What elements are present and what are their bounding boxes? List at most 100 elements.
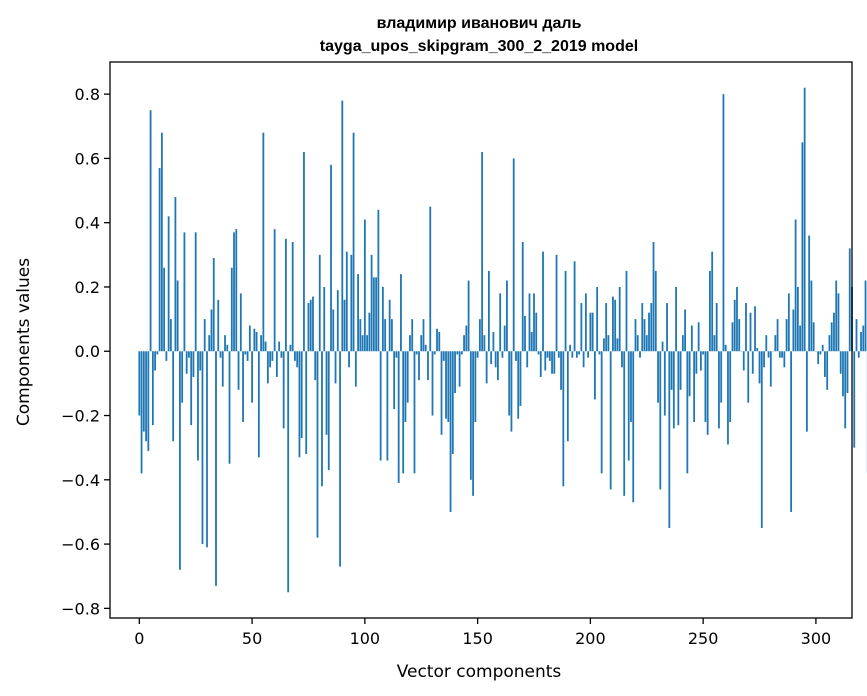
bar-21 [185, 351, 188, 374]
bar-114 [395, 351, 398, 358]
bar-88 [336, 290, 339, 352]
bar-116 [400, 274, 402, 352]
bar-222 [639, 351, 641, 358]
bar-189 [564, 270, 567, 352]
bar-321 [862, 325, 865, 352]
bar-91 [343, 299, 346, 352]
bar-38 [224, 335, 226, 352]
bar-31 [208, 335, 211, 352]
bar-286 [783, 351, 786, 368]
bar-233 [663, 351, 666, 416]
bar-126 [422, 319, 425, 352]
chart-title: владимир иванович даль [377, 15, 582, 32]
bar-139 [451, 351, 454, 455]
bar-265 [736, 286, 738, 352]
bar-120 [409, 335, 411, 352]
bar-229 [654, 270, 657, 352]
bar-176 [535, 312, 538, 352]
bar-37 [221, 351, 224, 387]
x-tick-label: 50 [242, 629, 262, 648]
bar-175 [533, 293, 535, 352]
bar-157 [492, 331, 495, 352]
bar-85 [330, 164, 332, 352]
bar-308 [833, 312, 835, 352]
x-tick-label: 0 [134, 629, 144, 648]
bar-170 [521, 241, 524, 352]
bar-12 [165, 351, 168, 361]
bar-243 [686, 351, 689, 474]
bar-125 [420, 335, 423, 352]
bar-271 [749, 312, 752, 352]
bar-42 [233, 232, 235, 352]
bar-301 [817, 351, 820, 365]
bar-129 [429, 206, 432, 352]
bar-212 [616, 338, 619, 352]
bar-168 [517, 351, 520, 419]
bar-136 [445, 351, 447, 419]
bar-159 [497, 351, 499, 381]
x-tick-label: 200 [575, 629, 606, 648]
bar-28 [201, 351, 204, 545]
bar-128 [427, 351, 429, 381]
bar-127 [424, 344, 427, 352]
bar-304 [824, 351, 826, 377]
bar-223 [641, 303, 644, 352]
bar-20 [183, 232, 186, 352]
bar-62 [278, 341, 281, 352]
bar-186 [557, 351, 560, 358]
bar-95 [352, 132, 355, 352]
bar-199 [587, 351, 590, 358]
bar-235 [668, 351, 671, 529]
y-tick-label: −0.4 [61, 471, 100, 490]
bar-202 [593, 351, 596, 400]
bar-242 [684, 309, 686, 352]
bar-237 [672, 351, 675, 429]
bar-63 [280, 351, 283, 358]
bar-188 [562, 351, 565, 487]
bar-102 [368, 312, 371, 352]
bar-209 [609, 351, 612, 490]
bar-201 [591, 312, 594, 352]
bar-210 [612, 296, 614, 352]
bar-145 [465, 325, 468, 352]
bar-5 [149, 110, 152, 352]
bar-208 [607, 335, 610, 352]
bar-77 [312, 296, 314, 352]
bar-220 [634, 319, 637, 352]
bar-273 [754, 306, 756, 352]
bar-228 [652, 241, 655, 352]
bar-151 [478, 319, 481, 352]
bar-44 [237, 351, 240, 390]
bar-100 [363, 219, 366, 352]
bar-30 [206, 351, 208, 548]
bar-250 [702, 351, 705, 355]
bar-169 [519, 351, 522, 406]
y-axis-label: Components values [14, 258, 34, 426]
bar-263 [731, 322, 734, 352]
bar-122 [413, 351, 416, 474]
bar-252 [706, 351, 709, 435]
bar-280 [769, 351, 772, 387]
bar-262 [729, 351, 732, 422]
bar-32 [210, 309, 213, 352]
bar-8 [156, 351, 159, 355]
bar-218 [630, 351, 632, 422]
bar-191 [569, 344, 571, 352]
bar-150 [476, 351, 479, 358]
bar-320 [860, 331, 862, 352]
bar-246 [693, 351, 696, 422]
y-tick-label: 0.4 [75, 214, 100, 233]
bar-92 [345, 251, 348, 352]
bar-15 [172, 351, 175, 442]
bar-46 [242, 351, 244, 422]
y-tick-label: −0.8 [61, 599, 100, 618]
bar-224 [643, 319, 646, 352]
bar-153 [483, 335, 486, 352]
x-tick-label: 100 [350, 629, 381, 648]
bar-255 [713, 335, 716, 352]
bar-285 [781, 351, 783, 358]
bar-234 [666, 303, 668, 352]
bar-70 [296, 351, 299, 368]
bar-192 [571, 351, 574, 358]
